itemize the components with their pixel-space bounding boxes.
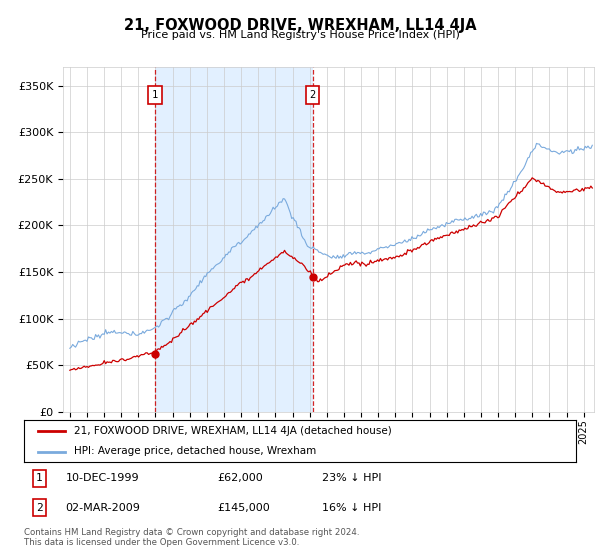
Text: £145,000: £145,000 [217, 503, 270, 513]
Text: 1: 1 [152, 90, 158, 100]
Text: 2: 2 [310, 90, 316, 100]
Bar [155, 67, 313, 412]
Text: 02-MAR-2009: 02-MAR-2009 [65, 503, 140, 513]
Text: Contains HM Land Registry data © Crown copyright and database right 2024.
This d: Contains HM Land Registry data © Crown c… [24, 528, 359, 547]
Text: 23% ↓ HPI: 23% ↓ HPI [322, 473, 382, 483]
Text: 10-DEC-1999: 10-DEC-1999 [65, 473, 139, 483]
Text: 21, FOXWOOD DRIVE, WREXHAM, LL14 4JA: 21, FOXWOOD DRIVE, WREXHAM, LL14 4JA [124, 18, 476, 34]
Text: 2: 2 [36, 503, 43, 513]
Text: £62,000: £62,000 [217, 473, 263, 483]
Text: 16% ↓ HPI: 16% ↓ HPI [322, 503, 382, 513]
Text: Price paid vs. HM Land Registry's House Price Index (HPI): Price paid vs. HM Land Registry's House … [140, 30, 460, 40]
Text: 21, FOXWOOD DRIVE, WREXHAM, LL14 4JA (detached house): 21, FOXWOOD DRIVE, WREXHAM, LL14 4JA (de… [74, 426, 391, 436]
Text: 1: 1 [36, 473, 43, 483]
Text: HPI: Average price, detached house, Wrexham: HPI: Average price, detached house, Wrex… [74, 446, 316, 456]
